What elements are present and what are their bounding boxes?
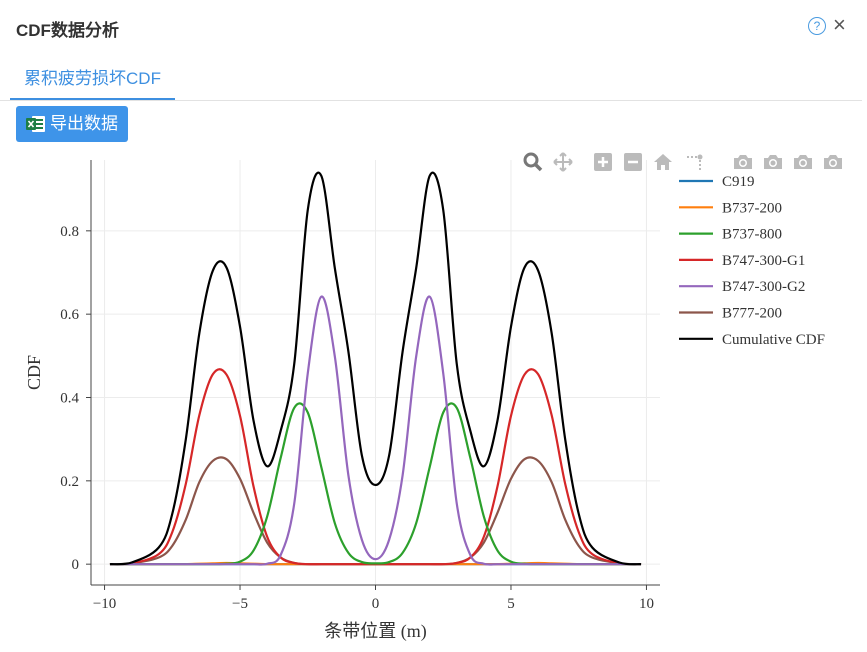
y-tick-label: 0.6 — [60, 307, 79, 323]
dialog-title: CDF数据分析 — [16, 21, 119, 40]
x-axis-label: 条带位置 (m) — [324, 621, 427, 642]
y-axis-label: CDF — [24, 355, 44, 390]
zoom-in-icon[interactable] — [592, 151, 614, 173]
tab-cumulative-fatigue-cdf[interactable]: 累积疲劳损坏CDF — [10, 60, 175, 100]
x-tick-label: 0 — [372, 596, 380, 612]
legend-entry: B737-800 — [722, 227, 782, 243]
close-icon[interactable]: × — [833, 12, 846, 37]
y-tick-label: 0.4 — [60, 391, 79, 407]
excel-icon — [26, 116, 45, 132]
zoom-out-icon[interactable] — [622, 151, 644, 173]
help-icon[interactable]: ? — [808, 17, 826, 35]
x-tick-label: 5 — [507, 596, 515, 612]
legend-entry: C919 — [722, 174, 755, 190]
tab-bar: 累积疲劳损坏CDF — [0, 60, 862, 101]
y-tick-label: 0.8 — [60, 224, 79, 240]
home-icon[interactable] — [652, 151, 674, 173]
camera-icon[interactable] — [762, 151, 784, 173]
legend-entry: Cumulative CDF — [722, 332, 825, 348]
x-tick-label: −5 — [232, 596, 248, 612]
legend-entry: B747-300-G1 — [722, 253, 805, 269]
y-tick-label: 0 — [72, 557, 80, 573]
series-line-cumulative-cdf — [109, 171, 642, 566]
camera-icon[interactable] — [822, 151, 844, 173]
x-tick-label: −10 — [93, 596, 116, 612]
legend-entry: B747-300-G2 — [722, 279, 805, 295]
legend-entry: B737-200 — [722, 200, 782, 216]
zoom-icon[interactable] — [522, 151, 544, 173]
series-line-b747-300-g2 — [109, 295, 642, 566]
x-tick-label: 10 — [639, 596, 654, 612]
spike-lines-icon[interactable] — [684, 151, 706, 173]
y-tick-label: 0.2 — [60, 474, 79, 490]
legend-entry: B777-200 — [722, 306, 782, 322]
export-data-label: 导出数据 — [50, 114, 118, 133]
export-data-button[interactable]: 导出数据 — [16, 106, 128, 142]
pan-icon[interactable] — [552, 151, 574, 173]
camera-icon[interactable] — [732, 151, 754, 173]
camera-icon[interactable] — [792, 151, 814, 173]
